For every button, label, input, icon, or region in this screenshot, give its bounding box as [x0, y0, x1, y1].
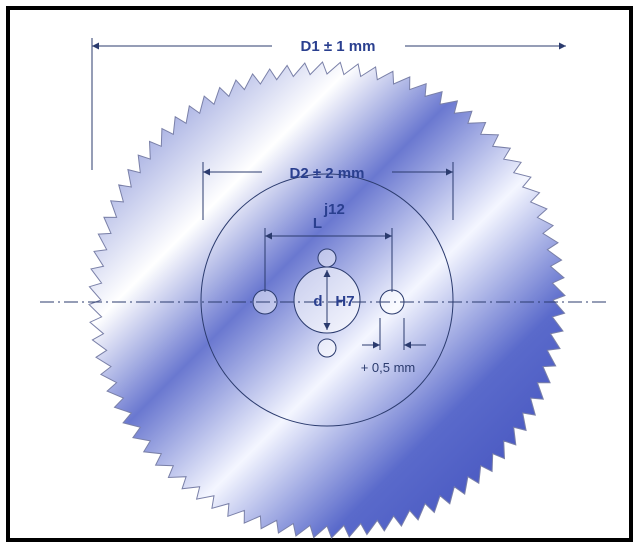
- pin-hole: [317, 248, 337, 268]
- d-tolerance: H7: [335, 293, 354, 310]
- d-label: d: [313, 293, 322, 310]
- offset-label: + 0,5 mm: [361, 360, 416, 375]
- l-label: L: [313, 215, 322, 232]
- d1-label: D1 ± 1 mm: [301, 38, 376, 55]
- inner-circle: [200, 173, 454, 427]
- pin-hole: [317, 338, 337, 358]
- d2-label: D2 ± 2 mm: [290, 165, 365, 182]
- l-tolerance: j12: [323, 201, 345, 218]
